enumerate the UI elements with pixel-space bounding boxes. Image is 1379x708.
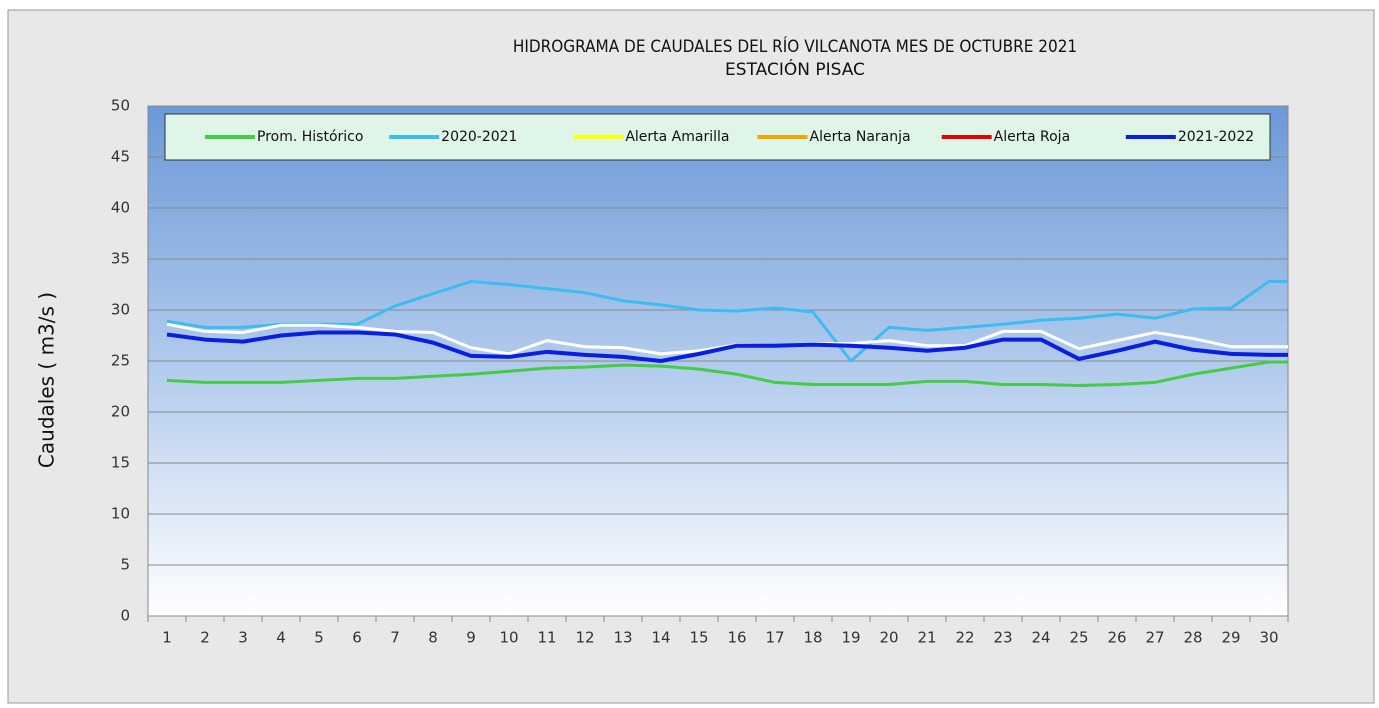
y-tick-label: 10 <box>111 505 130 523</box>
x-tick-label: 27 <box>1145 629 1164 647</box>
x-tick-label: 11 <box>537 629 556 647</box>
legend-box <box>164 113 1271 161</box>
y-tick-label: 15 <box>111 454 130 472</box>
y-tick-label: 20 <box>111 403 130 421</box>
y-axis-label: Caudales ( m3/s ) <box>35 292 59 468</box>
x-tick-label: 5 <box>314 629 324 647</box>
x-tick-label: 21 <box>917 629 936 647</box>
y-tick-label: 30 <box>111 301 130 319</box>
x-tick-label: 7 <box>390 629 400 647</box>
x-tick-label: 8 <box>428 629 438 647</box>
x-tick-label: 9 <box>466 629 476 647</box>
x-tick-label: 14 <box>651 629 670 647</box>
series-line <box>166 279 1288 363</box>
legend-label: Alerta Roja <box>994 129 1071 145</box>
x-tick-label: 24 <box>1031 629 1050 647</box>
series-line <box>166 330 1288 363</box>
x-tick-label: 25 <box>1069 629 1088 647</box>
x-tick-label: 4 <box>276 629 286 647</box>
x-tick-label: 29 <box>1221 629 1240 647</box>
legend-label: Alerta Amarilla <box>625 129 729 145</box>
x-tick-label: 19 <box>841 629 860 647</box>
x-tick-label: 13 <box>613 629 632 647</box>
series-line <box>166 360 1288 387</box>
legend-label: 2020-2021 <box>441 129 517 145</box>
x-tick-label: 12 <box>575 629 594 647</box>
y-tick-label: 25 <box>111 352 130 370</box>
y-tick-label: 5 <box>120 556 130 574</box>
x-tick-label: 28 <box>1183 629 1202 647</box>
x-tick-label: 6 <box>352 629 362 647</box>
legend-label: Alerta Naranja <box>810 129 911 145</box>
y-tick-label: 0 <box>120 607 130 625</box>
x-tick-label: 17 <box>765 629 784 647</box>
x-tick-label: 1 <box>162 629 172 647</box>
y-tick-label: 35 <box>111 250 130 268</box>
y-tick-label: 50 <box>111 97 130 115</box>
legend-label: 2021-2022 <box>1178 129 1254 145</box>
x-tick-label: 15 <box>689 629 708 647</box>
chart-subtitle: ESTACIÓN PISAC <box>725 58 865 80</box>
x-tick-label: 16 <box>727 629 746 647</box>
x-tick-label: 26 <box>1107 629 1126 647</box>
y-tick-label: 45 <box>111 148 130 166</box>
x-tick-label: 10 <box>499 629 518 647</box>
x-tick-label: 23 <box>993 629 1012 647</box>
x-tick-label: 3 <box>238 629 248 647</box>
x-tick-label: 22 <box>955 629 974 647</box>
x-tick-label: 18 <box>803 629 822 647</box>
y-tick-label: 40 <box>111 199 130 217</box>
x-tick-label: 20 <box>879 629 898 647</box>
legend-label: Prom. Histórico <box>257 129 363 145</box>
x-tick-label: 2 <box>200 629 210 647</box>
chart-title: HIDROGRAMA DE CAUDALES DEL RÍO VILCANOTA… <box>513 35 1077 57</box>
x-tick-label: 30 <box>1259 629 1278 647</box>
